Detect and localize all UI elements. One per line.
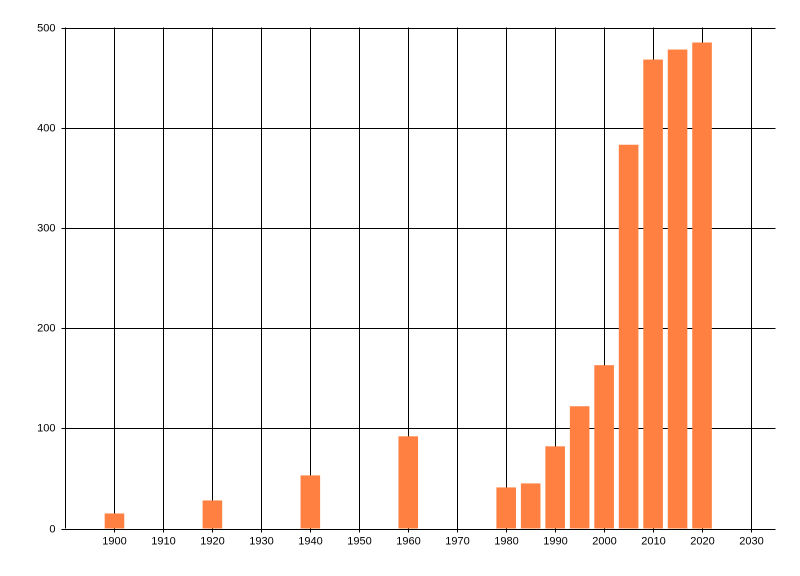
x-tick-label: 2000 <box>592 535 616 547</box>
bar <box>300 475 321 529</box>
y-tick-label: 300 <box>37 222 55 234</box>
y-tick-label: 100 <box>37 422 55 434</box>
bar <box>594 365 614 529</box>
bar <box>545 446 565 529</box>
bar <box>618 144 639 529</box>
bar <box>496 487 516 529</box>
x-tick-label: 1980 <box>494 535 518 547</box>
x-tick-label: 1990 <box>543 535 567 547</box>
bar <box>104 513 125 529</box>
x-tick-label: 2020 <box>690 535 714 547</box>
x-tick-label: 1940 <box>298 535 322 547</box>
x-tick-label: 1970 <box>445 535 469 547</box>
y-tick-label: 400 <box>37 122 55 134</box>
x-tick-label: 1960 <box>396 535 420 547</box>
y-tick-label: 200 <box>37 322 55 334</box>
x-tick-label: 1930 <box>249 535 273 547</box>
x-tick-label: 2030 <box>739 535 763 547</box>
x-tick-label: 1900 <box>102 535 126 547</box>
x-tick-label: 2010 <box>641 535 665 547</box>
y-tick-label: 500 <box>37 22 55 34</box>
bar <box>520 483 541 529</box>
bar <box>692 42 712 529</box>
bar <box>569 406 590 529</box>
bar <box>202 500 223 529</box>
x-tick-label: 1950 <box>347 535 371 547</box>
x-tick-label: 1920 <box>200 535 224 547</box>
y-tick-label: 0 <box>49 523 55 535</box>
bar <box>398 436 419 529</box>
x-tick-label: 1910 <box>151 535 175 547</box>
bar <box>667 49 688 529</box>
bar <box>643 59 663 529</box>
